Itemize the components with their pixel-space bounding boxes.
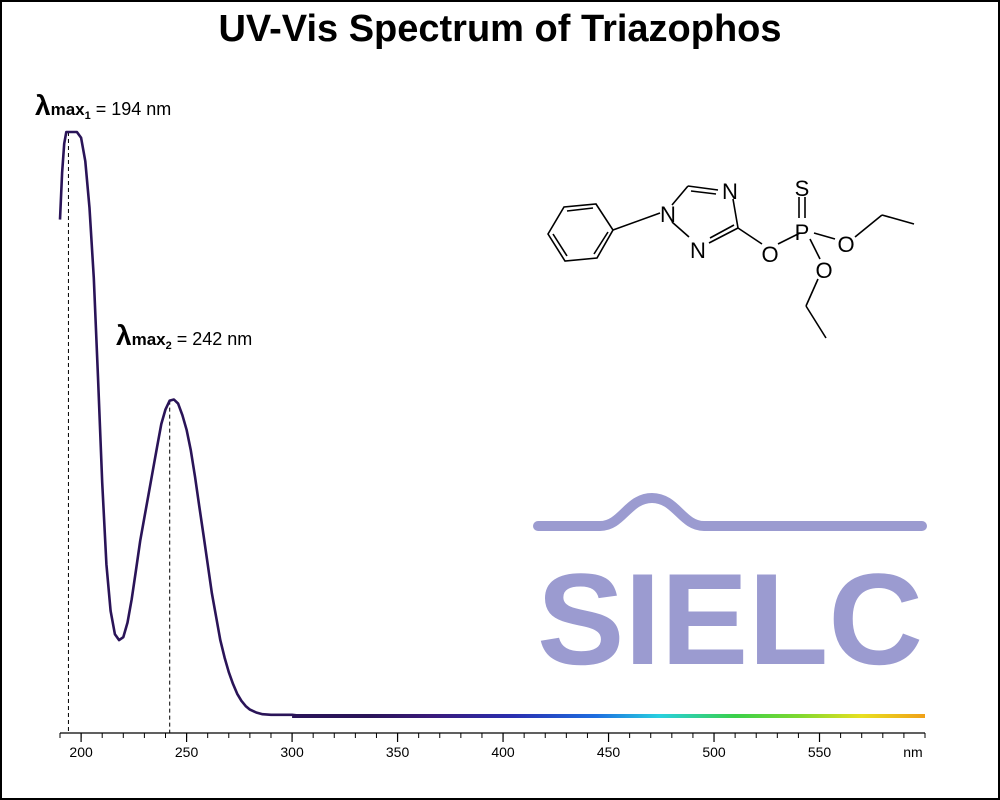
x-tick-label: 400 xyxy=(491,744,515,760)
sielc-logo: SIELC xyxy=(533,492,927,692)
atom-p: P xyxy=(795,220,810,245)
x-unit-label: nm xyxy=(903,744,922,760)
x-tick-label: 350 xyxy=(386,744,410,760)
x-tick-label: 300 xyxy=(280,744,304,760)
spectrum-line xyxy=(58,130,303,718)
x-tick-label: 450 xyxy=(597,744,621,760)
atom-n2: N xyxy=(690,238,706,263)
chart-title: UV-Vis Spectrum of Triazophos xyxy=(218,8,782,50)
sielc-logo-text: SIELC xyxy=(537,546,923,692)
triazophos-structure xyxy=(547,185,915,339)
peak-guides xyxy=(67,132,171,733)
molecule-atoms: N N N O P S O O xyxy=(660,176,855,283)
peak-label: λmax1 = 194 nm xyxy=(35,90,171,122)
atom-n4: N xyxy=(722,179,738,204)
spectrum-baseline xyxy=(292,714,925,718)
atom-s: S xyxy=(795,176,810,201)
plot-area xyxy=(58,130,925,718)
atom-o-ethyl1: O xyxy=(837,232,854,257)
peak-annotations: λmax1 = 194 nm λmax2 = 242 nm xyxy=(35,90,252,352)
phenyl-ring xyxy=(547,203,614,262)
atom-o-ester: O xyxy=(761,242,778,267)
x-tick-label: 550 xyxy=(808,744,832,760)
peak-label: λmax2 = 242 nm xyxy=(116,320,252,352)
x-tick-label: 250 xyxy=(175,744,199,760)
x-tick-label: 200 xyxy=(69,744,93,760)
atom-n1: N xyxy=(660,202,676,227)
x-axis: 200 250 300 350 400 450 500 550 nm xyxy=(59,732,926,760)
sielc-logo-swoosh xyxy=(533,492,927,531)
x-tick-label: 500 xyxy=(702,744,726,760)
atom-o-ethyl2: O xyxy=(815,258,832,283)
